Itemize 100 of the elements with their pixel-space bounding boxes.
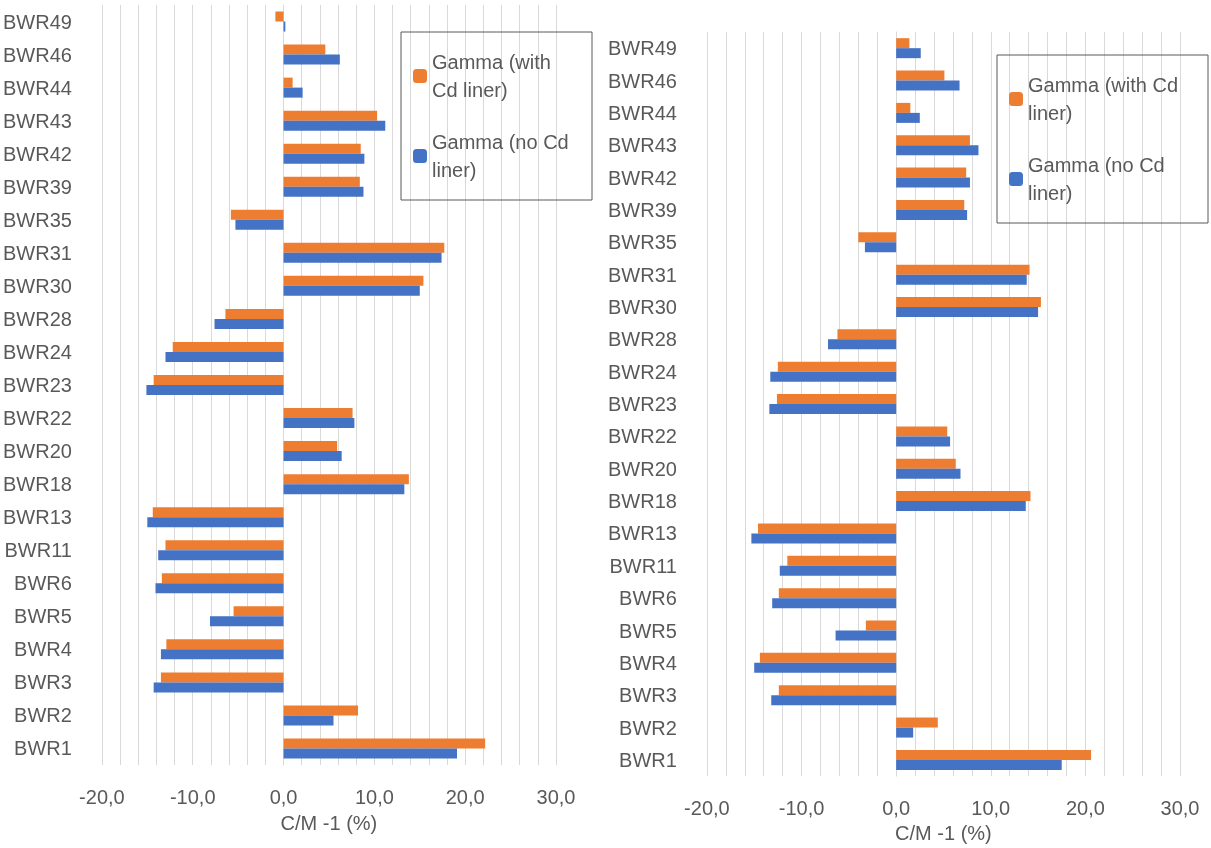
- bar: [776, 394, 897, 405]
- y-tick-label: BWR28: [3, 307, 72, 330]
- legend-label: Gamma (no Cd liner): [432, 131, 575, 181]
- bar: [896, 70, 945, 81]
- bar: [283, 285, 420, 296]
- x-tick-label: 30,0: [1160, 797, 1200, 820]
- bar: [230, 209, 284, 220]
- y-tick-label: BWR4: [14, 638, 72, 661]
- bar: [283, 705, 359, 716]
- y-tick-label: BWR2: [14, 704, 72, 727]
- bar: [771, 695, 897, 706]
- bar: [146, 385, 284, 395]
- bar: [283, 408, 353, 419]
- bar: [896, 717, 938, 728]
- bar: [758, 523, 897, 534]
- bar: [283, 186, 364, 197]
- y-tick-label: BWR46: [3, 43, 72, 66]
- x-tick-label: -10,0: [778, 797, 825, 820]
- x-tick-label: 10,0: [971, 797, 1011, 820]
- bar: [896, 501, 1026, 512]
- bar: [896, 48, 921, 59]
- x-tick-label: 0,0: [269, 786, 298, 808]
- x-tick-label: -20,0: [684, 797, 730, 820]
- bar: [209, 616, 284, 627]
- bar: [283, 441, 338, 452]
- legend-label: Gamma (with Cd liner): [1028, 74, 1184, 124]
- bar: [283, 143, 361, 154]
- y-tick-label: BWR30: [608, 295, 677, 318]
- y-tick-label: BWR35: [3, 208, 72, 231]
- bar: [896, 264, 1030, 275]
- x-tick-label: 20,0: [445, 786, 485, 808]
- bar: [896, 759, 1062, 770]
- y-tick-label: BWR13: [608, 522, 677, 545]
- y-tick-label: BWR24: [608, 360, 677, 383]
- bar: [837, 329, 897, 340]
- y-tick-label: BWR22: [608, 425, 677, 448]
- bar: [864, 242, 897, 253]
- y-tick-label: BWR13: [3, 506, 72, 529]
- bar: [283, 275, 424, 286]
- y-tick-label: BWR6: [14, 572, 72, 595]
- bar: [275, 11, 284, 22]
- bar: [283, 715, 334, 726]
- bar: [283, 110, 378, 121]
- y-tick-label: BWR11: [4, 539, 72, 562]
- bar: [896, 135, 970, 146]
- bar: [896, 274, 1027, 285]
- bar: [896, 468, 961, 479]
- bar: [896, 436, 951, 447]
- bar: [283, 252, 442, 263]
- bar: [283, 176, 360, 187]
- bar: [896, 296, 1041, 307]
- bar: [235, 219, 284, 230]
- bar: [160, 672, 284, 683]
- y-tick-label: BWR31: [3, 241, 72, 264]
- bar: [214, 318, 284, 329]
- bar: [283, 44, 326, 55]
- bar: [896, 145, 979, 156]
- bar: [283, 484, 405, 495]
- bar: [225, 308, 284, 319]
- bar: [283, 474, 409, 485]
- y-tick-label: BWR23: [3, 374, 72, 396]
- y-tick-label: BWR3: [14, 671, 72, 694]
- y-tick-label: BWR11: [609, 554, 677, 577]
- bar: [155, 583, 284, 594]
- bar: [283, 54, 340, 65]
- bar: [283, 738, 486, 749]
- bar: [779, 565, 897, 576]
- y-tick-label: BWR42: [608, 166, 677, 189]
- y-tick-label: BWR20: [608, 457, 677, 480]
- bar: [166, 639, 284, 650]
- y-tick-label: BWR1: [14, 737, 72, 760]
- y-tick-label: BWR22: [3, 407, 72, 430]
- bar: [896, 458, 956, 469]
- bar: [283, 418, 355, 429]
- legend-label: Gamma (no Cd liner): [1028, 154, 1171, 204]
- bar: [896, 38, 910, 49]
- bar: [165, 351, 284, 362]
- y-tick-label: BWR44: [608, 101, 677, 124]
- bar: [158, 550, 284, 561]
- x-tick-label: 10,0: [354, 786, 394, 808]
- bar: [896, 749, 1092, 760]
- y-tick-label: BWR49: [3, 10, 72, 33]
- y-tick-label: BWR18: [608, 490, 677, 513]
- y-tick-label: BWR31: [608, 263, 677, 286]
- y-tick-label: BWR1: [619, 748, 677, 771]
- y-tick-label: BWR3: [619, 684, 677, 707]
- y-tick-label: BWR44: [3, 76, 72, 99]
- bar: [147, 517, 284, 528]
- bar: [828, 339, 897, 350]
- bar: [896, 209, 968, 220]
- bar: [772, 598, 897, 609]
- bar: [896, 727, 914, 738]
- bar: [283, 87, 303, 98]
- bar: [858, 232, 897, 243]
- bar: [751, 533, 897, 544]
- bar: [896, 102, 911, 113]
- y-tick-label: BWR35: [608, 231, 677, 254]
- bar: [787, 555, 897, 566]
- x-tick-label: 30,0: [536, 786, 576, 808]
- y-tick-label: BWR30: [3, 274, 72, 297]
